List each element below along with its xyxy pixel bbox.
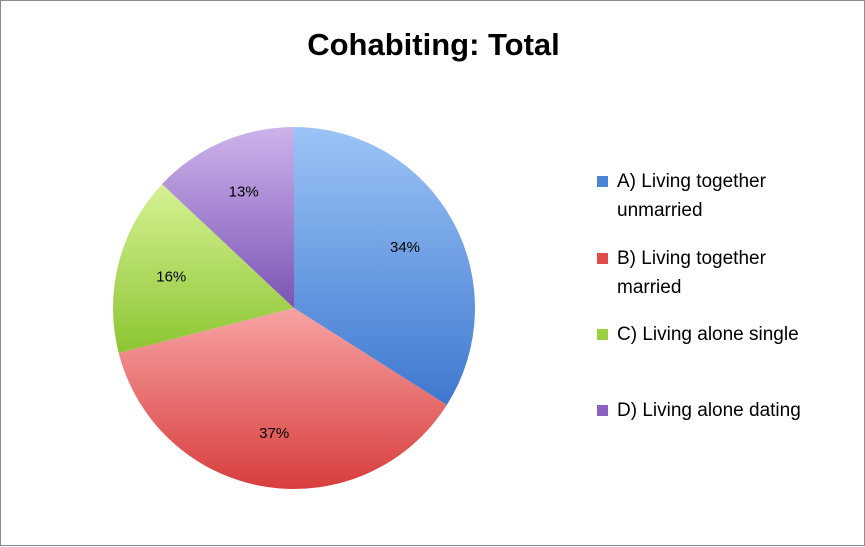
- slice-c: [113, 184, 294, 354]
- legend-label-a-line1: A) Living together: [617, 171, 766, 192]
- slice-d: [162, 127, 294, 308]
- legend-label-b-line2: married: [617, 277, 682, 298]
- slice-c-label: 16%: [156, 268, 186, 285]
- slice-b: [118, 308, 447, 490]
- legend-label-c-line1: C) Living alone single: [617, 324, 799, 345]
- slice-b-label: 37%: [259, 425, 289, 442]
- chart-title: Cohabiting: Total: [307, 27, 560, 62]
- legend-swatch-d: [597, 405, 608, 416]
- slice-a-label: 34%: [390, 239, 420, 256]
- slice-d-label: 13%: [229, 184, 259, 201]
- legend-label-a-line2: unmarried: [617, 200, 703, 221]
- legend-swatch-b: [597, 253, 608, 264]
- legend-label-b-line1: B) Living together: [617, 248, 766, 269]
- legend-swatch-c: [597, 329, 608, 340]
- slice-a: [294, 127, 476, 405]
- legend-label-d-line1: D) Living alone dating: [617, 400, 801, 421]
- legend-swatch-a: [597, 176, 608, 187]
